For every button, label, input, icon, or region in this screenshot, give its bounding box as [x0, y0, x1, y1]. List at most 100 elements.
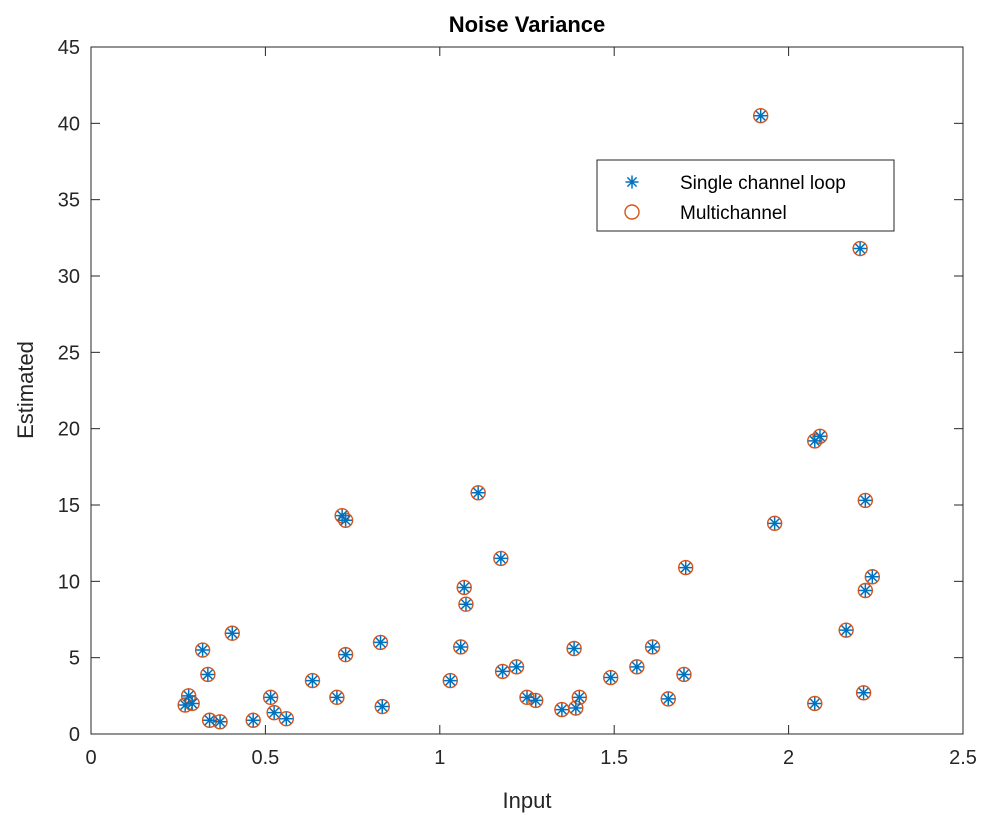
data-point-multichannel: [852, 240, 868, 257]
data-point-single-channel-loop: [679, 561, 693, 575]
data-point-multichannel: [812, 428, 828, 444]
data-point-multichannel: [224, 625, 240, 641]
data-point-multichannel: [494, 663, 511, 680]
data-point-single-channel-loop: [305, 674, 319, 688]
data-point-multichannel: [603, 669, 619, 686]
x-axis-label: Input: [503, 788, 552, 813]
data-point-multichannel: [245, 712, 261, 728]
data-point-multichannel: [262, 689, 279, 706]
data-point-single-channel-loop: [630, 660, 644, 674]
data-point-multichannel: [337, 646, 354, 663]
data-point-single-channel-loop: [264, 690, 278, 704]
data-point-multichannel: [807, 695, 823, 712]
data-point-multichannel: [266, 704, 282, 721]
chart-title: Noise Variance: [449, 12, 606, 37]
y-tick-label: 25: [58, 342, 80, 364]
data-point-multichannel: [857, 582, 874, 599]
legend-marker-circle: [624, 204, 640, 220]
x-tick-label: 0: [85, 747, 96, 769]
y-tick-label: 15: [58, 495, 80, 517]
data-point-multichannel: [329, 689, 345, 706]
y-tick-label: 0: [69, 724, 80, 746]
data-point-multichannel: [200, 666, 216, 683]
data-point-multichannel: [278, 711, 295, 727]
data-point-single-channel-loop: [510, 660, 524, 674]
data-point-single-channel-loop: [567, 642, 581, 656]
data-point-single-channel-loop: [339, 513, 353, 527]
legend-box: [596, 159, 895, 232]
data-point-single-channel-loop: [374, 635, 388, 649]
data-point-multichannel: [304, 672, 321, 689]
data-point-single-channel-loop: [454, 640, 468, 654]
data-point-multichannel: [644, 639, 661, 655]
legend-marker-asterisk: [625, 175, 639, 189]
data-point-multichannel: [838, 622, 854, 638]
data-point-multichannel: [470, 485, 486, 501]
legend-entries: Single channel loop Multichannel: [624, 173, 846, 224]
data-point-single-channel-loop: [858, 583, 872, 597]
data-point-single-channel-loop: [604, 671, 618, 685]
data-point-single-channel-loop: [267, 706, 281, 720]
data-point-single-channel-loop: [335, 509, 349, 523]
ticks-layer: 0 0.5 1 1.5 2 2.5 0 5 10 15 20 25 30 35 40 45: [58, 37, 977, 769]
data-point-multichannel: [334, 507, 350, 524]
plot-area: [91, 47, 963, 734]
data-point-multichannel: [374, 698, 390, 715]
data-point-multichannel: [212, 714, 228, 730]
data-point-single-channel-loop: [182, 689, 196, 703]
data-point-single-channel-loop: [459, 597, 473, 611]
y-tick-label: 20: [58, 419, 80, 441]
data-point-single-channel-loop: [857, 686, 871, 700]
data-point-multichannel: [566, 640, 582, 657]
data-point-single-channel-loop: [853, 242, 867, 256]
x-tick-label: 2.5: [949, 747, 977, 769]
data-point-single-channel-loop: [572, 690, 586, 704]
data-point-single-channel-loop: [457, 580, 471, 594]
y-tick-label: 30: [58, 266, 80, 288]
data-point-single-channel-loop: [555, 703, 569, 717]
data-point-multichannel: [752, 107, 769, 124]
data-point-single-channel-loop: [203, 713, 217, 727]
data-point-single-channel-loop: [443, 674, 457, 688]
x-tick-label: 2: [783, 747, 794, 769]
data-point-single-channel-loop: [813, 429, 827, 443]
data-point-single-channel-loop: [178, 698, 192, 712]
data-point-multichannel: [629, 659, 645, 675]
data-point-single-channel-loop: [646, 640, 660, 654]
data-point-multichannel: [456, 579, 472, 596]
data-point-single-channel-loop: [279, 712, 293, 726]
data-point-multichannel: [660, 691, 676, 707]
data-point-single-channel-loop: [768, 516, 782, 530]
y-tick-label: 35: [58, 190, 80, 212]
data-point-single-channel-loop: [529, 693, 543, 707]
data-point-single-channel-loop: [201, 667, 215, 681]
data-point-multichannel: [807, 433, 823, 449]
data-point-multichannel: [676, 666, 692, 683]
data-point-single-channel-loop: [213, 715, 227, 729]
data-point-multichannel: [857, 492, 874, 509]
data-point-single-channel-loop: [330, 690, 344, 704]
data-point-multichannel: [442, 672, 458, 689]
data-point-multichannel: [372, 634, 389, 651]
data-point-single-channel-loop: [754, 109, 768, 123]
data-point-multichannel: [678, 559, 694, 576]
data-point-multichannel: [519, 689, 535, 706]
data-point-single-channel-loop: [569, 701, 583, 715]
data-point-single-channel-loop: [185, 696, 199, 710]
data-point-multichannel: [493, 550, 509, 567]
y-axis-label: Estimated: [13, 341, 38, 439]
y-tick-label: 10: [58, 571, 80, 593]
data-point-single-channel-loop: [839, 623, 853, 637]
data-point-single-channel-loop: [520, 690, 534, 704]
x-tick-label: 0.5: [251, 747, 279, 769]
data-point-single-channel-loop: [865, 570, 879, 584]
data-point-single-channel-loop: [677, 667, 691, 681]
data-point-multichannel: [458, 596, 474, 612]
y-tick-label: 5: [69, 648, 80, 670]
data-point-single-channel-loop: [196, 643, 210, 657]
data-point-multichannel: [766, 515, 783, 532]
data-point-single-channel-loop: [339, 648, 353, 662]
legend: Single channel loop Multichannel: [596, 159, 895, 232]
